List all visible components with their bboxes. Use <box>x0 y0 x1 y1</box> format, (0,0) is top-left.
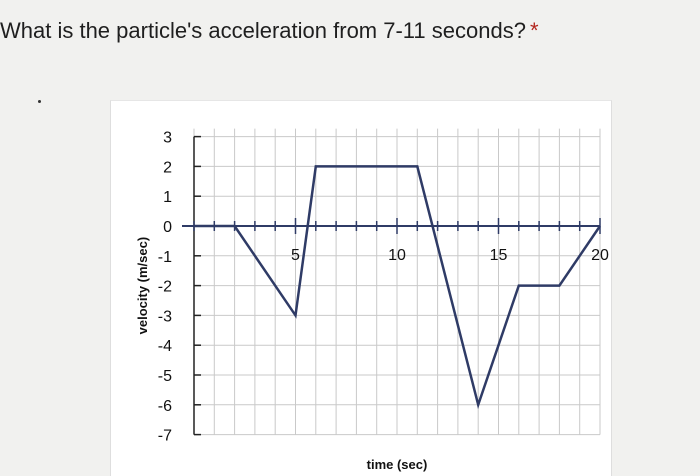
y-tick-label: 3 <box>163 130 172 147</box>
y-tick-label: -2 <box>158 279 172 296</box>
bullet-dot <box>38 100 41 103</box>
x-tick-labels: 5 10 15 20 <box>291 247 609 264</box>
y-tick-label: -6 <box>158 398 172 415</box>
x-tick-label: 10 <box>388 247 406 264</box>
x-tick-label: 5 <box>291 247 300 264</box>
required-marker: * <box>529 18 539 43</box>
question-text: What is the particle's acceleration from… <box>0 18 526 43</box>
series <box>194 165 602 410</box>
x-tick-label: 15 <box>490 247 508 264</box>
graph-image: 3 2 1 0 -1 -2 -3 -4 -5 -6 -7 5 10 15 20 velocity (m/s… <box>110 100 612 476</box>
y-tick-label: -3 <box>158 308 172 325</box>
y-axis-label: velocity (m/sec) <box>135 237 150 335</box>
y-tick-label: -1 <box>158 249 172 266</box>
question-title: What is the particle's acceleration from… <box>0 18 539 44</box>
y-tick-label: 0 <box>163 219 172 236</box>
y-tick-labels: 3 2 1 0 -1 -2 -3 -4 -5 -6 -7 <box>158 130 172 445</box>
series-line <box>194 165 602 410</box>
grid <box>193 128 601 436</box>
x-axis-label: time (sec) <box>367 457 428 472</box>
y-tick-label: 2 <box>163 159 172 176</box>
y-tick-label: -7 <box>158 428 172 445</box>
axes <box>182 135 601 436</box>
x-tick-label: 20 <box>591 247 609 264</box>
y-tick-label: 1 <box>163 189 172 206</box>
y-tick-label: -4 <box>158 338 172 355</box>
y-tick-label: -5 <box>158 368 172 385</box>
